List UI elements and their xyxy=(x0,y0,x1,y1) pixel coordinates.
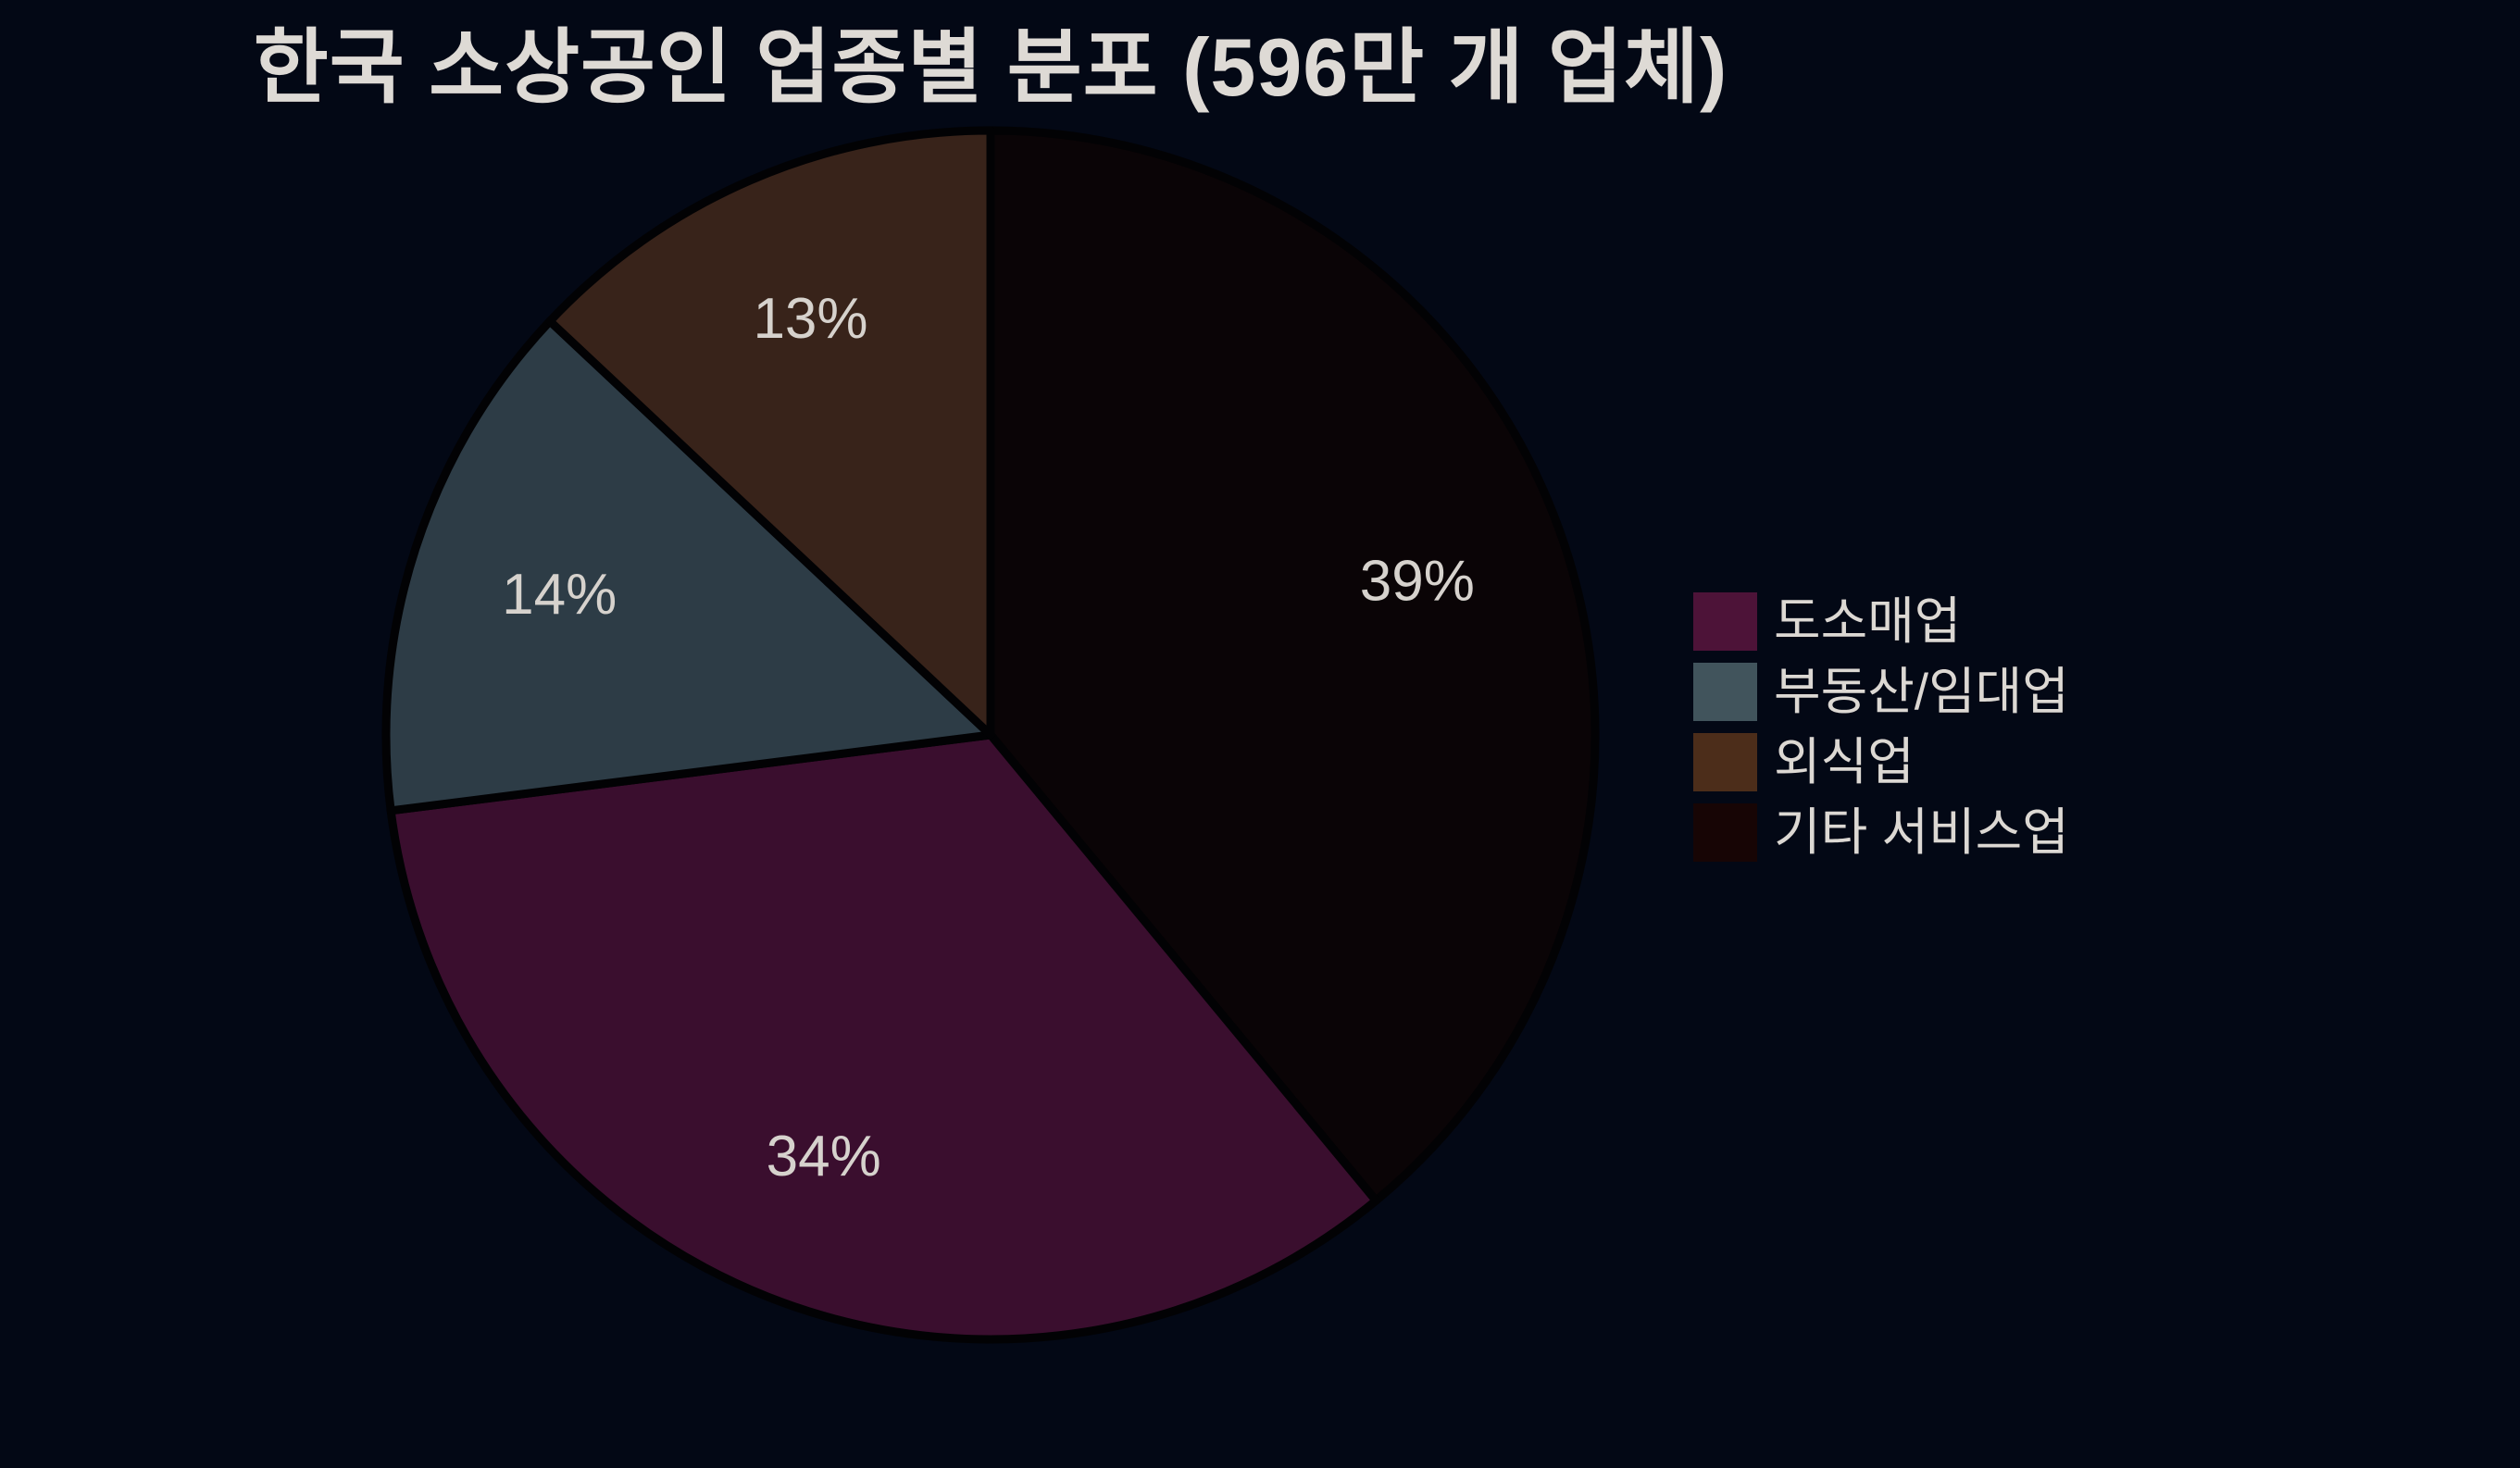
legend-swatch-icon xyxy=(1693,803,1757,862)
legend-swatch-icon xyxy=(1693,592,1757,651)
legend-label: 부동산/임대업 xyxy=(1774,663,2069,720)
chart-title: 한국 소상공인 업종별 분포 (596만 개 업체) xyxy=(253,21,1728,113)
pie-slice-1 xyxy=(986,126,1600,1205)
legend-label: 기타 서비스업 xyxy=(1774,803,2069,861)
legend-label: 외식업 xyxy=(1774,733,1915,790)
pie-slice-2 xyxy=(386,730,1380,1344)
pie-chart: 39% 34% 14% 13% xyxy=(381,126,1600,1344)
legend-item-4: 기타 서비스업 xyxy=(1693,803,2069,862)
legend-item-2: 부동산/임대업 xyxy=(1693,663,2069,721)
pie-percent-label-1: 39% xyxy=(1360,550,1475,614)
legend-item-1: 도소매업 xyxy=(1693,592,2069,651)
legend-item-3: 외식업 xyxy=(1693,733,2069,791)
pie-slice-3 xyxy=(381,317,995,815)
legend-label: 도소매업 xyxy=(1774,592,1962,650)
pie-slice-4 xyxy=(545,126,995,740)
pie-percent-label-4: 13% xyxy=(753,287,867,351)
legend-swatch-icon xyxy=(1693,663,1757,721)
legend-swatch-icon xyxy=(1693,733,1757,791)
pie-percent-label-2: 34% xyxy=(767,1125,881,1188)
pie-percent-label-3: 14% xyxy=(502,563,617,627)
